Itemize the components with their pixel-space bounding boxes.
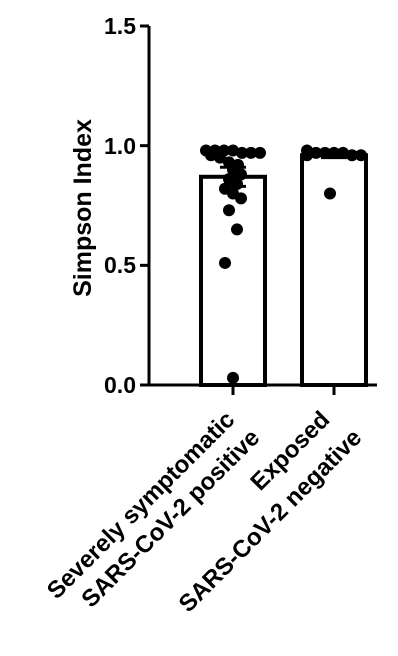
data-point-0-14 bbox=[231, 177, 243, 190]
data-point-0-5 bbox=[245, 146, 257, 159]
y-ticks bbox=[140, 24, 149, 387]
data-point-1-5 bbox=[346, 149, 358, 162]
data-point-0-21 bbox=[227, 371, 239, 384]
y-axis-label: Simpson Index bbox=[69, 119, 97, 297]
points-layer bbox=[200, 144, 367, 384]
data-point-0-8 bbox=[214, 151, 226, 164]
y-tick-label-2: 1.0 bbox=[104, 133, 136, 159]
data-point-1-6 bbox=[355, 149, 367, 162]
data-point-1-8 bbox=[324, 187, 336, 200]
x-ticks bbox=[231, 385, 336, 395]
data-point-1-4 bbox=[337, 146, 349, 159]
data-point-1-1 bbox=[310, 146, 322, 159]
data-point-0-3 bbox=[227, 144, 239, 157]
data-point-0-20 bbox=[219, 256, 231, 269]
y-tick-label-0: 0.0 bbox=[104, 372, 136, 398]
data-point-1-3 bbox=[328, 146, 340, 159]
data-point-0-18 bbox=[223, 204, 235, 217]
data-point-0-7 bbox=[205, 149, 217, 162]
data-point-0-17 bbox=[235, 192, 247, 205]
data-point-1-7 bbox=[301, 149, 313, 162]
data-point-0-6 bbox=[254, 146, 266, 159]
data-point-0-4 bbox=[236, 146, 248, 159]
y-tick-label-3: 1.5 bbox=[104, 13, 136, 39]
y-tick-label-1: 0.5 bbox=[104, 252, 136, 278]
data-point-0-19 bbox=[231, 223, 243, 236]
data-point-0-12 bbox=[235, 168, 247, 181]
x-category-label-0-line2: SARS-CoV-2 positive bbox=[76, 424, 265, 613]
data-point-1-2 bbox=[319, 146, 331, 159]
